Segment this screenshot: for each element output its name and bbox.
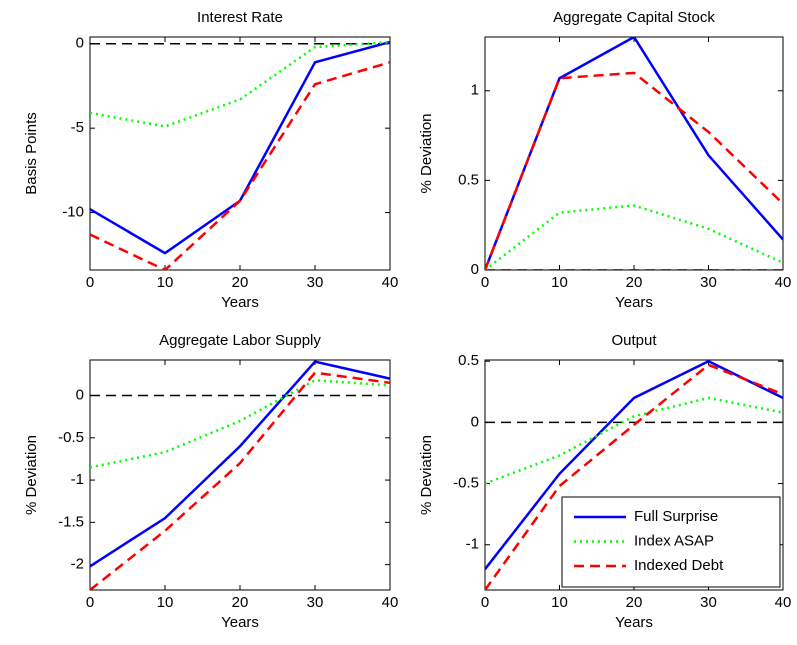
title: Interest Rate xyxy=(197,9,283,26)
y-axis-label: Basis Points xyxy=(23,112,40,195)
x-axis-label: Years xyxy=(615,614,653,631)
x-axis-label: Years xyxy=(615,294,653,311)
y-tick-label: -0.5 xyxy=(58,429,84,446)
y-tick-label: -5 xyxy=(71,119,84,136)
y-tick-label: 0.5 xyxy=(458,352,479,369)
x-axis-label: Years xyxy=(221,614,259,631)
y-tick-label: -1 xyxy=(466,536,479,553)
x-tick-label: 10 xyxy=(157,594,174,611)
axes-box xyxy=(89,36,391,271)
x-tick-label: 30 xyxy=(700,274,717,291)
y-tick-label: -1.5 xyxy=(58,513,84,530)
series-line xyxy=(90,61,390,270)
axes-box xyxy=(89,359,391,591)
legend-label: Full Surprise xyxy=(634,508,718,525)
x-tick-label: 30 xyxy=(700,594,717,611)
title: Output xyxy=(611,332,657,349)
y-tick-label: -0.5 xyxy=(453,475,479,492)
title: Aggregate Capital Stock xyxy=(553,9,715,26)
x-tick-label: 20 xyxy=(626,274,643,291)
y-tick-label: 0 xyxy=(471,261,479,278)
series-line xyxy=(90,360,390,568)
title: Aggregate Labor Supply xyxy=(159,332,321,349)
legend-label: Index ASAP xyxy=(634,532,714,549)
series-line xyxy=(485,363,783,590)
x-tick-label: 20 xyxy=(626,594,643,611)
x-tick-label: 30 xyxy=(307,274,324,291)
x-tick-label: 0 xyxy=(481,594,489,611)
y-tick-label: 0 xyxy=(76,35,84,52)
x-axis-label: Years xyxy=(221,294,259,311)
series-line xyxy=(90,371,390,590)
subplot: Interest Rate Years Basis Points 0 10 20 30 40 -… xyxy=(23,9,398,311)
subplot: Output Years % Deviation 0 10 20 30 40 -1 -0.5 0 0.… xyxy=(418,332,791,631)
y-tick-label: -10 xyxy=(62,204,84,221)
x-tick-label: 40 xyxy=(382,594,399,611)
series-line xyxy=(485,396,783,485)
y-axis-label: % Deviation xyxy=(23,435,40,515)
x-tick-label: 20 xyxy=(232,274,249,291)
legend-label: Indexed Debt xyxy=(634,557,724,574)
x-tick-label: 0 xyxy=(86,274,94,291)
subplot: Aggregate Capital Stock Years % Deviation 0… xyxy=(418,9,791,311)
x-tick-label: 0 xyxy=(481,274,489,291)
x-tick-label: 20 xyxy=(232,594,249,611)
y-tick-label: 1 xyxy=(471,82,479,99)
y-tick-label: 0 xyxy=(76,386,84,403)
x-tick-label: 40 xyxy=(775,594,792,611)
y-axis-label: % Deviation xyxy=(418,113,435,193)
y-tick-label: 0 xyxy=(471,413,479,430)
x-tick-label: 0 xyxy=(86,594,94,611)
x-tick-label: 40 xyxy=(775,274,792,291)
series-line xyxy=(485,360,783,570)
y-tick-label: 0.5 xyxy=(458,171,479,188)
subplot: Aggregate Labor Supply Years % Deviation 0 1… xyxy=(23,332,398,631)
y-tick-label: -2 xyxy=(71,556,84,573)
x-tick-label: 10 xyxy=(551,594,568,611)
y-axis-label: % Deviation xyxy=(418,435,435,515)
series-line xyxy=(485,71,783,270)
x-tick-label: 30 xyxy=(307,594,324,611)
series-line xyxy=(90,379,390,469)
x-tick-label: 10 xyxy=(157,274,174,291)
series-line xyxy=(485,204,783,270)
x-tick-label: 10 xyxy=(551,274,568,291)
axes-box xyxy=(484,36,784,271)
y-tick-label: -1 xyxy=(71,471,84,488)
x-tick-label: 40 xyxy=(382,274,399,291)
